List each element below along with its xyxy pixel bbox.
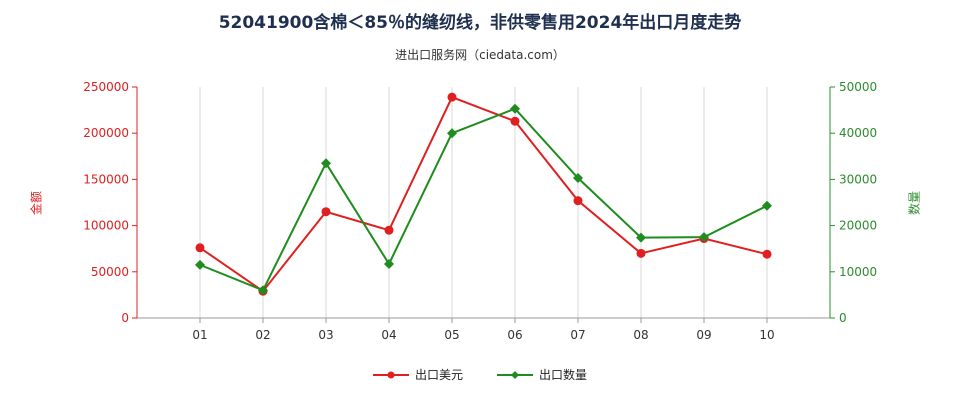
left-tick-label: 250000 (83, 80, 129, 94)
series-line-1 (199, 107, 768, 292)
x-tick-label: 03 (318, 328, 333, 342)
right-tick-label: 0 (839, 311, 847, 325)
right-tick-label: 30000 (839, 172, 877, 186)
x-tick-label: 07 (570, 328, 585, 342)
legend-swatch-export-usd (372, 371, 409, 378)
x-tick-label: 01 (192, 328, 207, 342)
data-point-0 (447, 92, 457, 102)
data-point-1 (573, 173, 583, 184)
legend-item-export-usd[interactable]: 出口美元 (372, 366, 463, 383)
left-tick-label: 150000 (83, 172, 129, 186)
left-tick-label: 50000 (91, 265, 129, 279)
data-point-1 (699, 232, 709, 243)
data-point-1 (447, 128, 457, 139)
left-tick-label: 0 (121, 311, 129, 325)
series-line-0 (199, 95, 768, 293)
data-point-1 (636, 232, 646, 243)
data-point-0 (510, 116, 520, 126)
left-tick-label: 200000 (83, 126, 129, 140)
data-point-0 (321, 207, 331, 217)
x-tick-label: 02 (255, 328, 270, 342)
legend-item-export-qty[interactable]: 出口数量 (497, 366, 587, 383)
data-point-0 (195, 243, 205, 253)
right-tick-label: 40000 (839, 126, 877, 140)
data-point-1 (195, 259, 205, 270)
x-tick-label: 08 (633, 328, 648, 342)
legend: 出口美元 出口数量 (0, 366, 960, 383)
chart-title: 52041900含棉＜85％的缝纫线，非供零售用2024年出口月度走势 (218, 13, 742, 33)
right-tick-label: 20000 (839, 219, 877, 233)
legend-label-export-usd: 出口美元 (414, 368, 463, 382)
x-tick-label: 05 (444, 328, 459, 342)
data-point-1 (258, 285, 268, 296)
left-tick-label: 100000 (83, 219, 129, 233)
x-tick-label: 09 (696, 328, 711, 342)
right-tick-label: 10000 (839, 265, 877, 279)
legend-label-export-qty: 出口数量 (539, 368, 588, 382)
x-tick-label: 06 (507, 328, 522, 342)
data-point-0 (636, 248, 646, 258)
x-tick-label: 10 (759, 328, 774, 342)
data-point-1 (321, 158, 331, 169)
data-point-1 (510, 103, 520, 114)
legend-swatch-export-qty (497, 370, 533, 379)
right-tick-label: 50000 (839, 80, 877, 94)
data-point-1 (384, 258, 394, 269)
data-point-0 (384, 225, 394, 235)
data-point-0 (573, 196, 583, 206)
data-point-1 (762, 200, 772, 211)
chart-subtitle: 进出口服务网（ciedata.com） (395, 48, 565, 62)
x-tick-label: 04 (381, 328, 396, 342)
data-point-0 (762, 249, 772, 259)
